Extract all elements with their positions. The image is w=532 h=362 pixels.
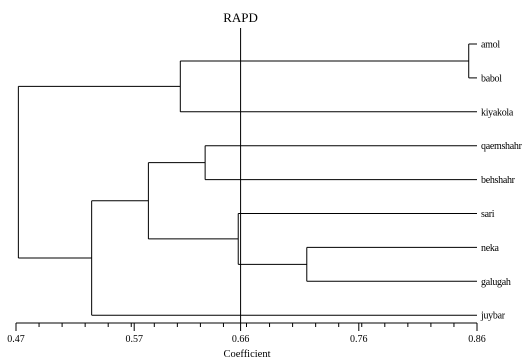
x-tick-label: 0.66 [232,334,250,345]
x-tick-label: 0.47 [7,334,25,345]
leaf-label-amol: amol [481,40,500,51]
x-tick-label: 0.76 [350,334,368,345]
x-axis: 0.47 0.57 0.66 0.76 0.86 [7,322,486,345]
x-tick-label: 0.86 [468,334,486,345]
leaf-label-behshahr: behshahr [481,175,516,186]
cut-line-label: RAPD [223,10,258,25]
leaf-label-juybar: juybar [480,311,506,322]
leaf-label-babol: babol [481,73,502,84]
leaf-label-qaemshahr: qaemshahr [481,141,523,152]
leaf-label-galugah: galugah [481,277,511,288]
leaf-labels: amol babol kiyakola qaemshahr behshahr sari ne… [480,40,523,322]
leaf-label-kiyakola: kiyakola [481,107,514,118]
x-axis-title: Coefficient [223,349,270,360]
x-tick-label: 0.57 [125,334,143,345]
branches [17,43,477,316]
leaf-label-sari: sari [481,209,495,220]
leaf-label-neka: neka [481,243,500,254]
cut-line-group: RAPD [223,10,258,323]
